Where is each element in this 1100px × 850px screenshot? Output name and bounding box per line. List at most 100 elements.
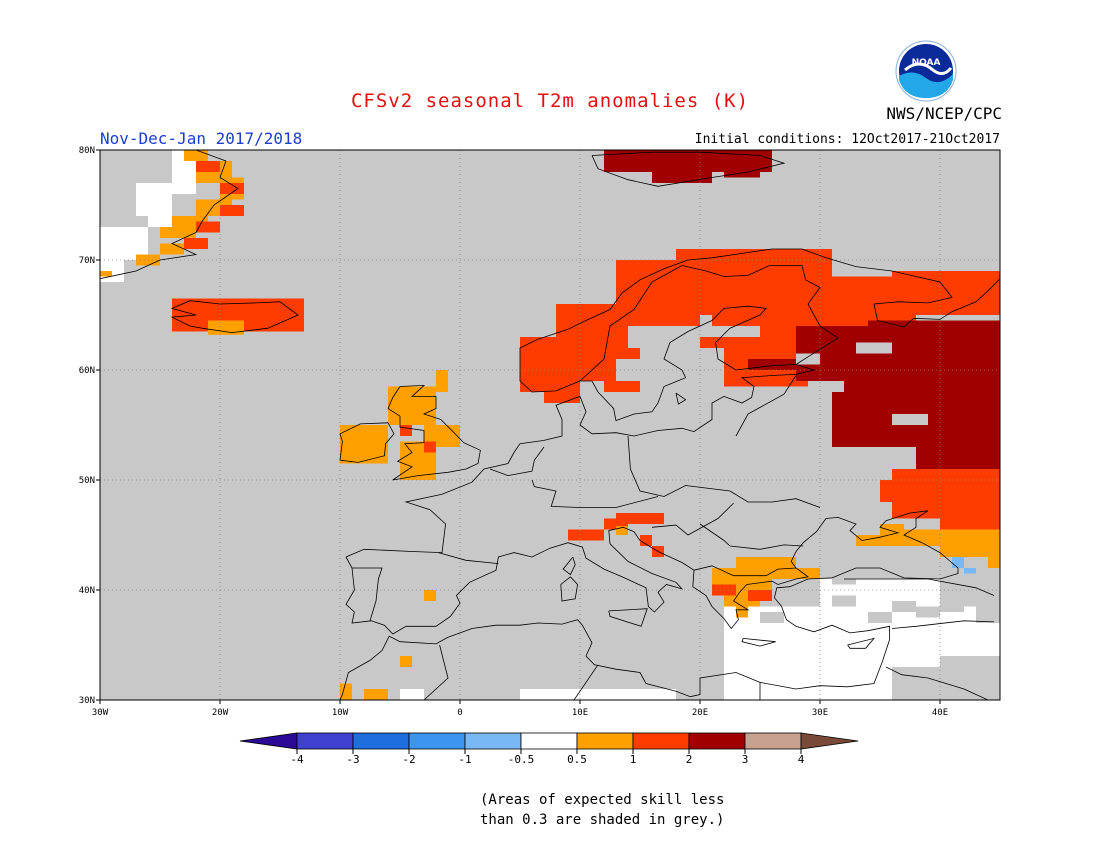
anomaly-cell (184, 298, 196, 310)
coastline-17 (579, 265, 839, 382)
lat-tick-label: 40N (79, 586, 95, 596)
colorbar-label: 4 (798, 753, 805, 766)
colorbar-segment (632, 732, 690, 750)
anomaly-cell (868, 612, 892, 623)
anomaly-cell (436, 370, 448, 392)
noaa-logo: NOAA (895, 40, 957, 106)
coastline-2 (387, 384, 481, 481)
italy-warm (568, 529, 604, 541)
lon-tick-label: 40E (932, 708, 948, 718)
coastline-4 (170, 300, 299, 334)
anomaly-cell (424, 441, 436, 453)
anomaly-cell (400, 425, 412, 436)
anomaly-cell (940, 546, 1000, 557)
colorbar-segment (352, 732, 410, 750)
anomaly-cell (892, 414, 928, 425)
anomaly-cell (940, 595, 964, 612)
anomaly-cell (184, 238, 208, 249)
lat-tick-label: 60N (79, 366, 95, 376)
lon-tick-label: 20W (212, 708, 229, 718)
anomaly-cell (760, 612, 784, 623)
anomaly-cell (556, 689, 676, 700)
chart-title: CFSv2 seasonal T2m anomalies (K) (350, 90, 750, 112)
anomaly-cell (340, 683, 352, 700)
anomaly-cell (724, 166, 760, 178)
coastline-1 (339, 510, 959, 700)
anomaly-cell (916, 447, 1000, 469)
lat-tick-label: 30N (79, 696, 95, 706)
anomaly-cell (220, 183, 244, 194)
anomaly-cell (628, 326, 700, 348)
anomaly-cell (880, 524, 904, 535)
coastline-0 (345, 248, 1000, 558)
lon-tick-label: 20E (692, 708, 708, 718)
anomaly-cell (676, 249, 832, 282)
anomaly-cell (748, 590, 772, 601)
caucasus-cool (964, 568, 976, 574)
anomaly-cell (616, 513, 664, 524)
map-frame (99, 149, 1001, 701)
coastline-21 (693, 565, 797, 577)
anomaly-cell (640, 535, 652, 546)
anomaly-cell (772, 568, 820, 579)
coastline-23 (651, 502, 734, 536)
coastline-16 (531, 479, 659, 508)
anomaly-cell (796, 353, 820, 365)
anomaly-cell (988, 678, 1000, 700)
lat-tick-label: 80N (79, 146, 95, 156)
anomaly-cell (880, 480, 904, 502)
agency-label: NWS/NCEP/CPC (886, 104, 1002, 123)
colorbar-label: -3 (346, 753, 359, 766)
initial-conditions-label: Initial conditions: 12Oct2017-21Oct2017 (694, 132, 1000, 147)
coastline-7 (608, 608, 648, 627)
logo-text: NOAA (912, 58, 941, 68)
anomaly-cell (748, 359, 796, 370)
colorbar-segment (688, 732, 746, 750)
coastline-12 (675, 392, 687, 405)
anomaly-cell (400, 656, 412, 667)
colorbar-label: -0.5 (508, 753, 535, 766)
anomaly-cell (940, 656, 1000, 667)
coastline-9 (847, 637, 876, 649)
coastline-19 (352, 567, 383, 621)
anomaly-cell (196, 161, 220, 172)
anomaly-cell (208, 320, 244, 335)
colorbar-segment (464, 732, 522, 750)
coastline-10 (591, 151, 786, 187)
colorbar-label: -2 (402, 753, 415, 766)
lat-tick-label: 70N (79, 256, 95, 266)
coastline-14 (735, 375, 797, 437)
anomaly-cell (172, 216, 208, 227)
colorbar-label: 1 (630, 753, 637, 766)
colorbar-segment (744, 732, 802, 750)
anomaly-cell (856, 535, 904, 546)
anomaly-cell (364, 689, 388, 700)
anomaly-cell (580, 381, 604, 392)
anomaly-cell (400, 689, 424, 700)
colorbar-arrow-left (239, 732, 298, 750)
anomaly-cell (892, 601, 916, 612)
colorbar-segment (520, 732, 578, 750)
lon-tick-label: 30E (812, 708, 828, 718)
colorbar-segment (408, 732, 466, 750)
coastline-15 (627, 435, 821, 508)
anomaly-cell (904, 529, 1000, 546)
anomaly-cell (976, 282, 1000, 304)
coastline-25 (891, 620, 995, 629)
anomaly-cell (520, 689, 556, 700)
coastline-11 (100, 150, 239, 280)
period-label: Nov-Dec-Jan 2017/2018 (100, 129, 303, 148)
anomaly-cell (616, 526, 628, 535)
lon-tick-label: 30W (92, 708, 109, 718)
coastline-8 (741, 638, 776, 647)
colorbar-label: -1 (458, 753, 471, 766)
caucasus-cool (952, 557, 964, 568)
anomaly-cell (976, 606, 1000, 623)
anomaly-cell (160, 243, 184, 255)
colorbar-label: -4 (290, 753, 304, 766)
colorbar-label: 2 (686, 753, 693, 766)
anomaly-cell (856, 342, 892, 354)
colorbar-label: 0.5 (567, 753, 587, 766)
